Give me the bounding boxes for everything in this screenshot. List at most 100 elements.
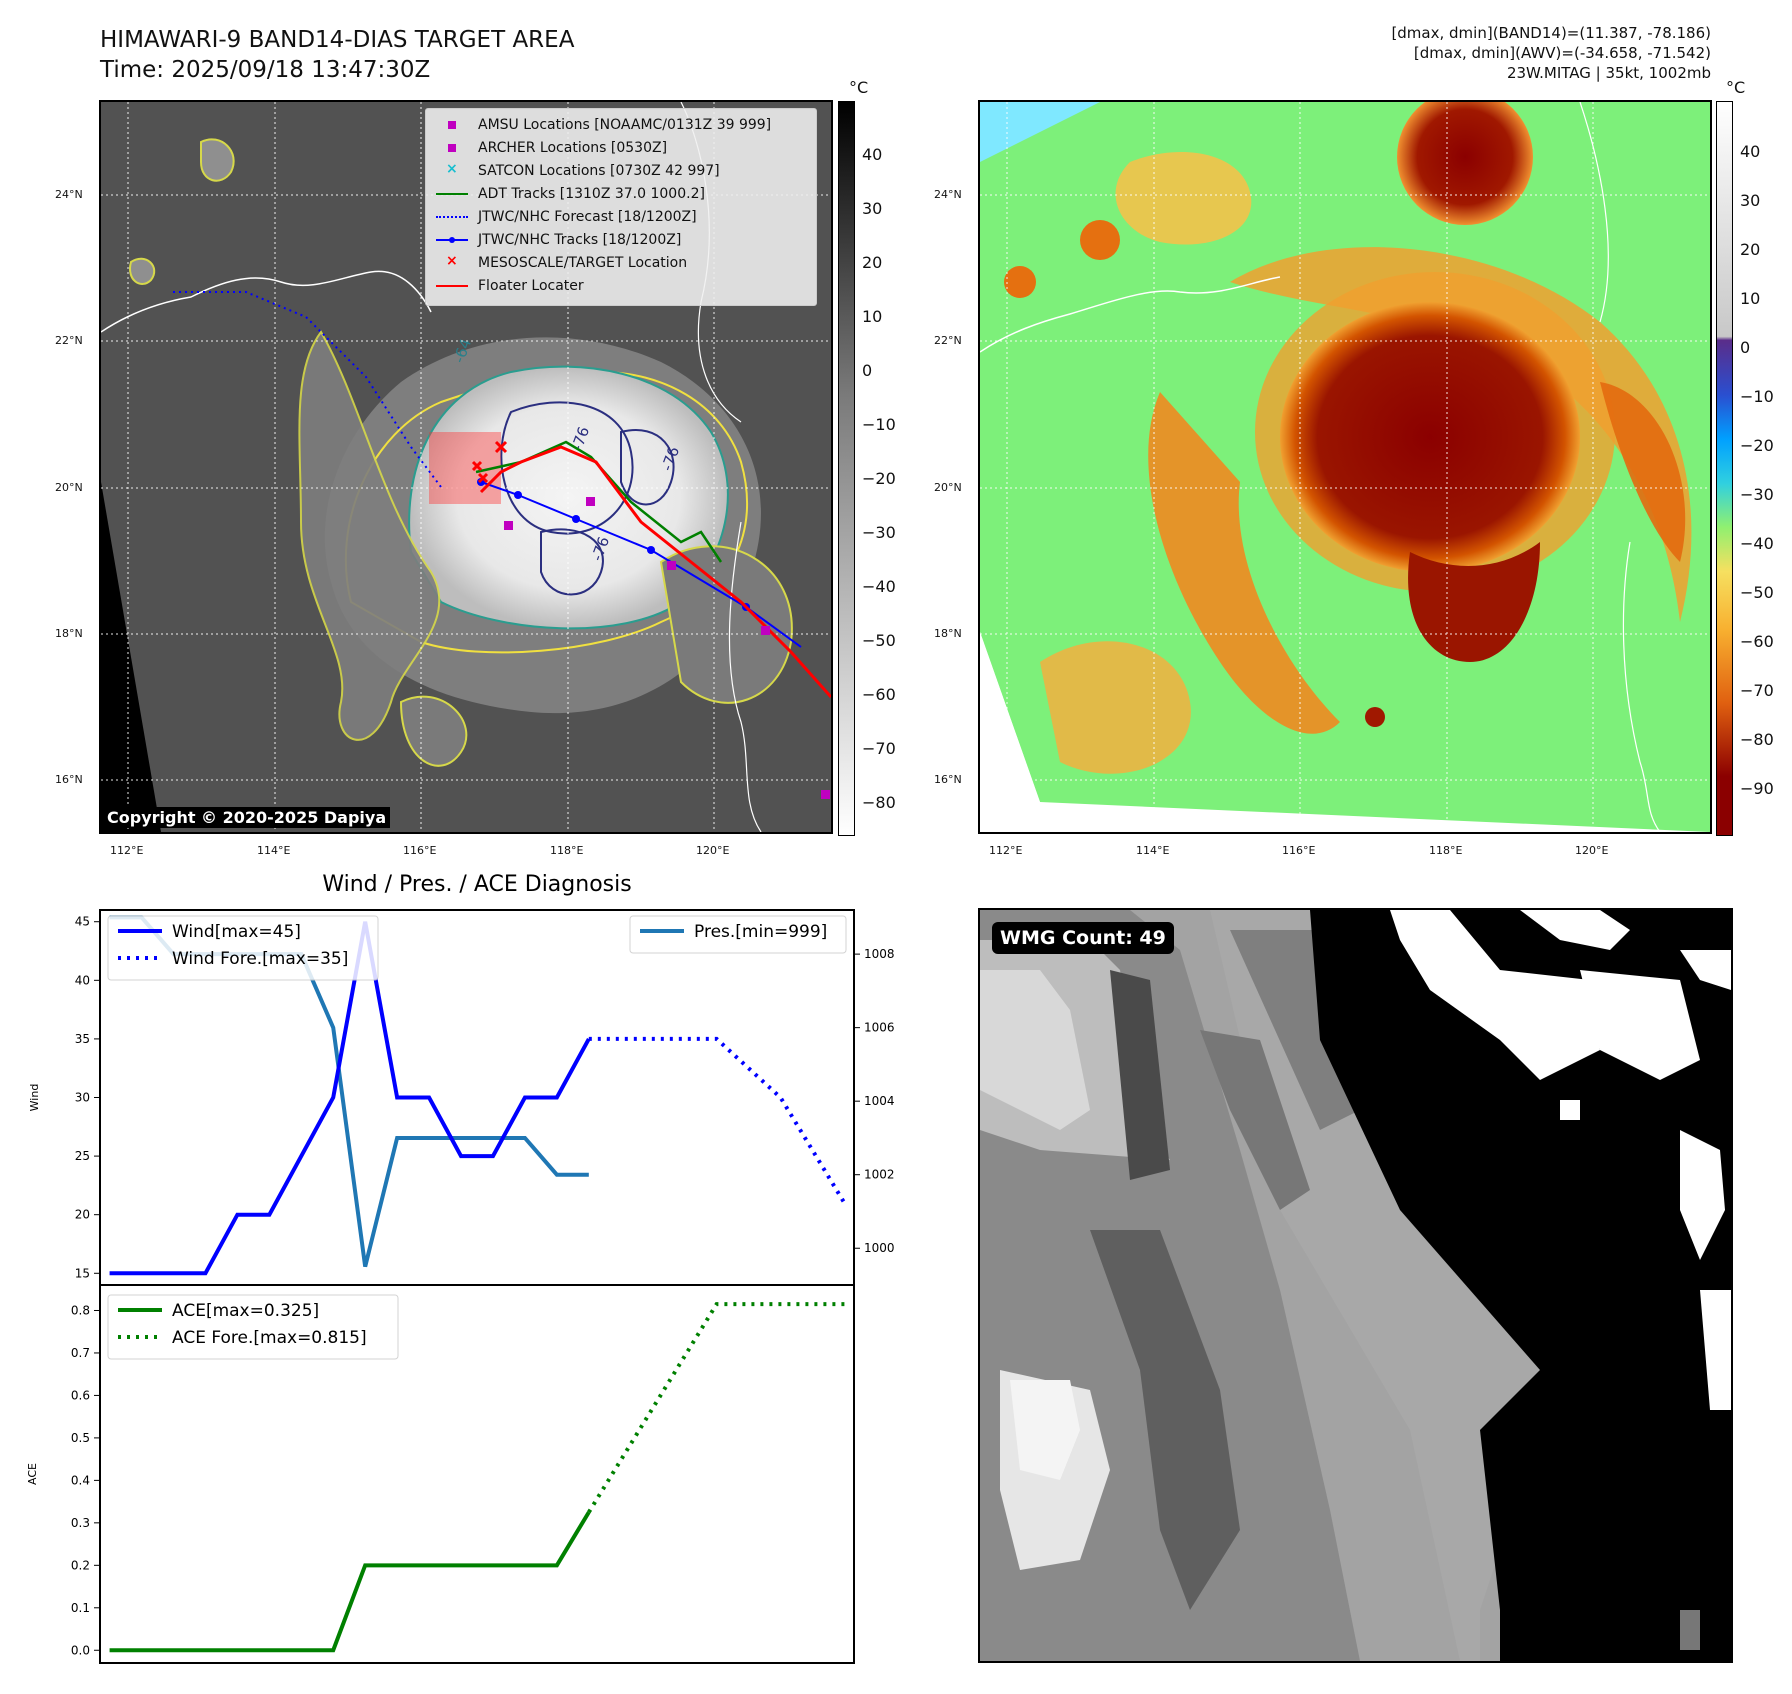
awv-colorbar-tick: 20 xyxy=(1740,240,1761,259)
ir-legend: AMSU Locations [NOAAMC/0131Z 39 999] ARCH… xyxy=(425,108,817,306)
ace-tick-label: 0.1 xyxy=(71,1601,90,1615)
ace-tick-label: 0.3 xyxy=(71,1516,90,1530)
ir-colorbar-tick: −10 xyxy=(862,415,896,434)
awv-colorbar-tick: 40 xyxy=(1740,142,1761,161)
diagnosis-title: Wind / Pres. / ACE Diagnosis xyxy=(322,872,631,897)
wind-tick-label: 35 xyxy=(75,1032,90,1046)
ace-tick-label: 0.4 xyxy=(71,1473,90,1487)
ir-colorbar-unit: °C xyxy=(849,78,869,97)
awv-colorbar-tick: −80 xyxy=(1740,730,1774,749)
legend-swatch xyxy=(434,233,470,247)
jtwc-forecast-track xyxy=(173,291,442,488)
lon-tick: 120°E xyxy=(1575,844,1609,857)
awv-colorbar-tick: 10 xyxy=(1740,289,1761,308)
legend-swatch: × xyxy=(446,161,458,177)
lat-tick: 16°N xyxy=(55,773,83,786)
legend-item: JTWC/NHC Forecast [18/1200Z] xyxy=(434,207,697,227)
legend-label: SATCON Locations [0730Z 42 997] xyxy=(478,163,720,179)
wind-forecast-line xyxy=(588,1036,847,1205)
info-line-3: 23W.MITAG | 35kt, 1002mb xyxy=(1506,64,1711,82)
ace-tick-label: 0.6 xyxy=(71,1388,90,1402)
chart-legend xyxy=(629,915,847,954)
legend-label: Wind[max=45] xyxy=(172,922,301,942)
awv-colorbar xyxy=(1716,101,1733,836)
wmg-panel: WMG Count: 49 xyxy=(978,908,1733,1663)
ace-tick-label: 0.5 xyxy=(71,1431,90,1445)
legend-swatch: × xyxy=(446,253,458,269)
pressure-tick-label: 1004 xyxy=(864,1094,895,1108)
ir-colorbar-tick: −20 xyxy=(862,469,896,488)
legend-swatch xyxy=(434,279,470,293)
lon-tick: 114°E xyxy=(257,844,291,857)
legend-label: JTWC/NHC Tracks [18/1200Z] xyxy=(478,232,682,248)
ir-time: Time: 2025/09/18 13:47:30Z xyxy=(100,57,431,83)
legend-item: ARCHER Locations [0530Z] xyxy=(434,138,667,158)
wind-tick-label: 45 xyxy=(75,915,90,929)
diagnosis-chart: Wind / Pres. / ACE Diagnosis 15 20 25 30 35 40… xyxy=(0,860,941,1690)
legend-swatch xyxy=(434,141,470,155)
legend-item: × SATCON Locations [0730Z 42 997] xyxy=(434,161,720,181)
ir-colorbar-tick: 40 xyxy=(862,145,883,164)
awv-colorbar-tick: −10 xyxy=(1740,387,1774,406)
awv-colorbar-tick: −30 xyxy=(1740,485,1774,504)
copyright-label: Copyright © 2020-2025 Dapiya xyxy=(103,807,391,828)
lon-tick: 112°E xyxy=(110,844,144,857)
awv-colorbar-tick: 30 xyxy=(1740,191,1761,210)
awv-colorbar-tick: −70 xyxy=(1740,681,1774,700)
ir-colorbar-tick: −70 xyxy=(862,739,896,758)
lon-tick: 112°E xyxy=(989,844,1023,857)
wind-tick-label: 30 xyxy=(75,1091,90,1105)
wind-tick-label: 20 xyxy=(75,1208,90,1222)
legend-item: JTWC/NHC Tracks [18/1200Z] xyxy=(434,230,681,250)
legend-label: Wind Fore.[max=35] xyxy=(172,949,348,969)
info-line-1: [dmax, dmin](BAND14)=(11.387, -78.186) xyxy=(1391,24,1711,42)
ace-tick-label: 0.8 xyxy=(71,1303,90,1317)
lat-tick: 22°N xyxy=(934,334,962,347)
wmg-count-badge: WMG Count: 49 xyxy=(992,922,1174,954)
lon-tick: 116°E xyxy=(403,844,437,857)
ir-title: HIMAWARI-9 BAND14-DIAS TARGET AREA xyxy=(100,27,575,53)
lat-tick: 18°N xyxy=(934,627,962,640)
legend-label: ADT Tracks [1310Z 37.0 1000.2] xyxy=(478,186,705,202)
legend-label: JTWC/NHC Forecast [18/1200Z] xyxy=(478,209,697,225)
ace-forecast-line xyxy=(587,1302,845,1514)
legend-label: MESOSCALE/TARGET Location xyxy=(478,255,688,271)
lon-tick: 116°E xyxy=(1282,844,1316,857)
lat-tick: 20°N xyxy=(55,481,83,494)
legend-swatch xyxy=(434,187,470,201)
ir-colorbar-tick: 10 xyxy=(862,307,883,326)
ace-tick-label: 0.0 xyxy=(71,1643,90,1657)
ir-colorbar-tick: 20 xyxy=(862,253,883,272)
lon-tick: 114°E xyxy=(1136,844,1170,857)
jtwc-track xyxy=(480,481,802,648)
wind-tick-label: 15 xyxy=(75,1266,90,1280)
legend-item: ADT Tracks [1310Z 37.0 1000.2] xyxy=(434,184,705,204)
ace-axis-label: ACE xyxy=(26,1463,39,1485)
lat-tick: 20°N xyxy=(934,481,962,494)
lat-tick: 24°N xyxy=(934,188,962,201)
lat-tick: 18°N xyxy=(55,627,83,640)
ace-line xyxy=(109,1511,591,1653)
pressure-tick-label: 1000 xyxy=(864,1241,895,1255)
wind-line xyxy=(109,921,591,1276)
ir-colorbar-tick: 30 xyxy=(862,199,883,218)
ir-map: -64 -76 -76 -76 AMSU Locations [ xyxy=(99,100,833,834)
awv-map-image xyxy=(980,102,1710,832)
ace-tick-label: 0.7 xyxy=(71,1346,90,1360)
awv-colorbar-tick: −40 xyxy=(1740,534,1774,553)
lat-tick: 16°N xyxy=(934,773,962,786)
awv-colorbar-tick: −60 xyxy=(1740,632,1774,651)
legend-label: Pres.[min=999] xyxy=(694,922,827,942)
chart-legend xyxy=(107,915,379,981)
legend-label: ACE[max=0.325] xyxy=(172,1301,319,1321)
ir-colorbar-tick: −40 xyxy=(862,577,896,596)
awv-colorbar-tick: −50 xyxy=(1740,583,1774,602)
awv-map xyxy=(978,100,1712,834)
awv-colorbar-unit: °C xyxy=(1726,78,1746,97)
awv-colorbar-tick: −90 xyxy=(1740,779,1774,798)
legend-item: × MESOSCALE/TARGET Location xyxy=(434,253,687,273)
lon-tick: 118°E xyxy=(550,844,584,857)
chart-legend xyxy=(107,1294,399,1360)
awv-colorbar-tick: −20 xyxy=(1740,436,1774,455)
ir-colorbar-tick: −30 xyxy=(862,523,896,542)
